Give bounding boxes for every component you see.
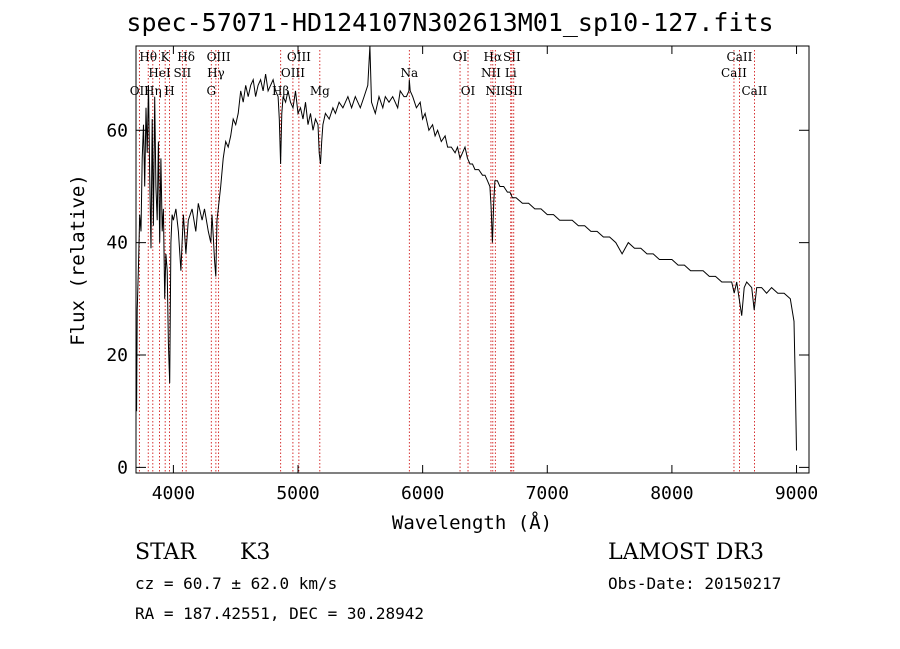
line-marker-label: OIII	[207, 50, 231, 64]
line-marker-label: Hα	[484, 50, 503, 64]
spectrum-line	[135, 45, 797, 451]
y-tick-label: 0	[117, 457, 128, 478]
obs-date: Obs-Date: 20150217	[608, 574, 782, 593]
coordinates: RA = 187.42551, DEC = 30.28942	[135, 604, 424, 623]
line-marker-label: Hδ	[177, 50, 195, 64]
line-marker-label: H	[164, 84, 174, 98]
line-marker-label: CaII	[741, 84, 767, 98]
line-marker-label: CaII	[721, 66, 747, 80]
object-subclass: K3	[240, 540, 271, 565]
chart-title: spec-57071-HD124107N302613M01_sp10-127.f…	[126, 8, 774, 37]
survey-label: LAMOST DR3	[608, 540, 764, 565]
line-marker-label: OIII	[281, 66, 305, 80]
y-axis-label: Flux (relative)	[67, 174, 89, 346]
line-marker-label: OI	[461, 84, 476, 98]
axis-ticks: 4000 5000 6000 7000 8000 9000 0 20 40 60	[106, 46, 818, 504]
line-marker-label: NII	[485, 84, 505, 98]
x-tick-label: 9000	[775, 483, 818, 504]
line-markers: OIIHθHηHeIKHSIIHδGHγOIIIHβOIIIOIIIMgNaOI…	[130, 50, 768, 473]
line-marker-label: SII	[505, 84, 523, 98]
line-marker-label: Hθ	[139, 50, 157, 64]
x-tick-label: 5000	[276, 483, 319, 504]
x-axis-label: Wavelength (Å)	[392, 511, 552, 534]
line-marker-label: HeI	[148, 66, 171, 80]
y-tick-label: 20	[106, 345, 128, 366]
y-tick-label: 40	[106, 233, 128, 254]
line-marker-label: SII	[174, 66, 192, 80]
line-marker-label: Mg	[310, 84, 330, 98]
line-marker-label: Na	[400, 66, 418, 80]
line-marker-label: Hγ	[207, 66, 225, 80]
x-tick-label: 6000	[401, 483, 444, 504]
line-marker-label: Hη	[144, 84, 162, 98]
line-marker-label: SII	[503, 50, 521, 64]
redshift-cz: cz = 60.7 ± 62.0 km/s	[135, 574, 338, 593]
line-marker-label: G	[206, 84, 216, 98]
object-class: STAR	[135, 540, 196, 565]
line-marker-label: OIII	[287, 50, 311, 64]
line-marker-label: Li	[505, 66, 517, 80]
line-marker-label: OII	[130, 84, 150, 98]
y-tick-label: 60	[106, 120, 128, 141]
x-tick-label: 7000	[526, 483, 569, 504]
line-marker-label: NII	[481, 66, 501, 80]
line-marker-label: K	[161, 50, 171, 64]
line-marker-label: CaII	[727, 50, 753, 64]
x-tick-label: 4000	[152, 483, 195, 504]
line-marker-label: OI	[453, 50, 468, 64]
line-marker-label: Hβ	[272, 84, 289, 98]
x-tick-label: 8000	[650, 483, 693, 504]
plot-frame	[135, 45, 810, 474]
